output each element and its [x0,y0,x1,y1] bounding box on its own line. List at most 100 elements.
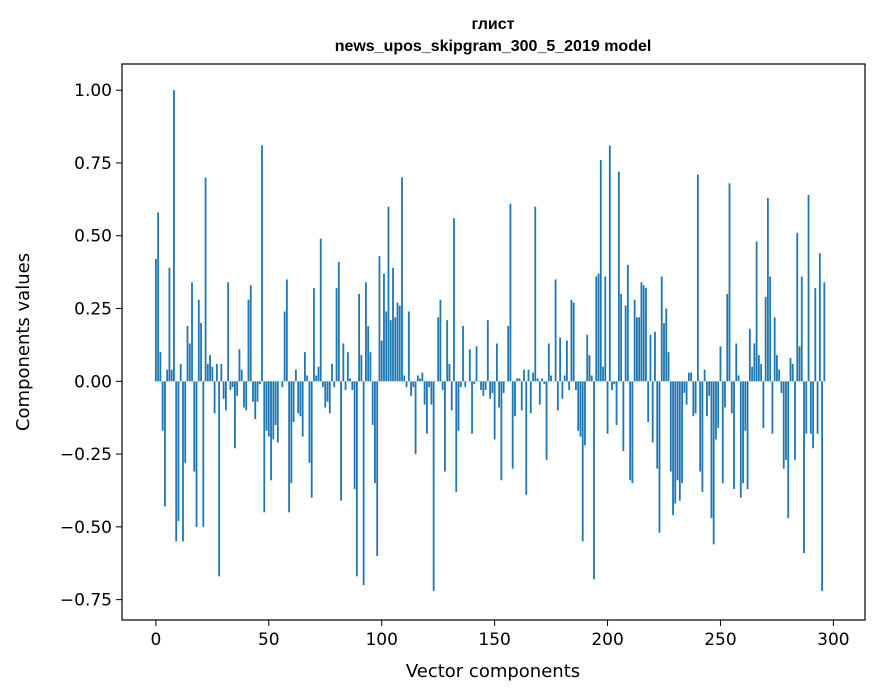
bar [281,381,284,388]
bar [168,267,171,382]
bar [164,381,166,507]
bar [371,381,374,425]
bar [715,381,717,440]
bar [448,363,451,382]
bar [416,375,419,382]
bar [335,288,338,382]
bar [414,381,417,455]
bar [694,381,697,414]
bar [455,381,458,492]
bar [575,381,577,391]
bar [457,381,460,431]
bar [803,381,805,554]
bar [328,381,331,414]
bar [500,381,503,481]
bar [690,372,693,382]
bar [599,160,602,382]
bar [776,355,778,382]
bar [405,381,408,388]
bar [419,378,422,382]
bar [541,378,543,382]
bar [708,381,711,396]
bar [453,218,455,382]
bar [534,206,537,382]
x-tick-label: 100 [365,630,397,650]
bar [213,381,216,414]
bar [342,343,345,382]
bar [613,381,616,385]
bar [498,381,501,408]
bar [423,381,426,405]
bar [358,293,361,382]
bar [322,381,324,388]
bar [175,381,178,542]
bar [315,375,318,382]
bar [735,343,738,382]
bar [721,381,724,484]
bar [766,197,769,382]
bar [380,340,383,382]
bar [823,282,826,382]
bar [757,355,760,382]
bar [584,381,586,446]
bar [193,381,196,472]
bar [383,273,385,382]
bar [536,378,539,382]
bar [247,299,250,382]
bar [482,381,485,396]
y-tick-label: 0.50 [74,227,112,247]
bar [249,285,252,382]
bar [410,381,412,396]
bar [349,378,351,382]
bar [565,340,568,382]
bar [794,381,796,460]
bar [299,381,302,417]
bar [154,259,157,382]
bar [568,381,571,391]
bar [385,311,388,382]
bar [785,381,787,460]
bar [222,381,225,399]
bar [626,264,629,382]
bar [301,381,304,437]
bar [649,334,652,382]
bar [572,302,575,382]
bar [333,381,336,388]
bar [631,381,634,484]
bar [238,349,241,382]
bar [724,381,726,408]
bar [170,369,173,382]
bar [159,352,162,382]
bar [274,381,277,425]
x-tick-label: 300 [817,630,849,650]
bar [651,381,654,443]
bar [270,381,272,481]
bar [376,381,379,556]
bar [407,311,410,382]
bar [254,381,257,420]
bar [629,381,632,481]
bar [590,375,593,382]
bar [805,381,808,434]
bar [184,381,187,463]
bar [717,381,720,428]
bar [191,282,193,382]
bar [789,358,792,382]
bar [570,299,573,382]
bar [351,381,354,391]
bar [283,311,286,382]
bar [737,375,740,382]
bar [360,355,363,382]
bar [157,212,160,382]
bar [209,355,211,382]
bar [543,381,546,385]
y-tick-label: −0.25 [60,445,112,465]
bar [581,381,584,542]
bar [762,381,765,428]
x-tick-label: 50 [258,630,280,650]
bar [529,381,532,414]
bar [256,381,259,402]
bar [353,381,356,490]
bar [468,349,471,382]
